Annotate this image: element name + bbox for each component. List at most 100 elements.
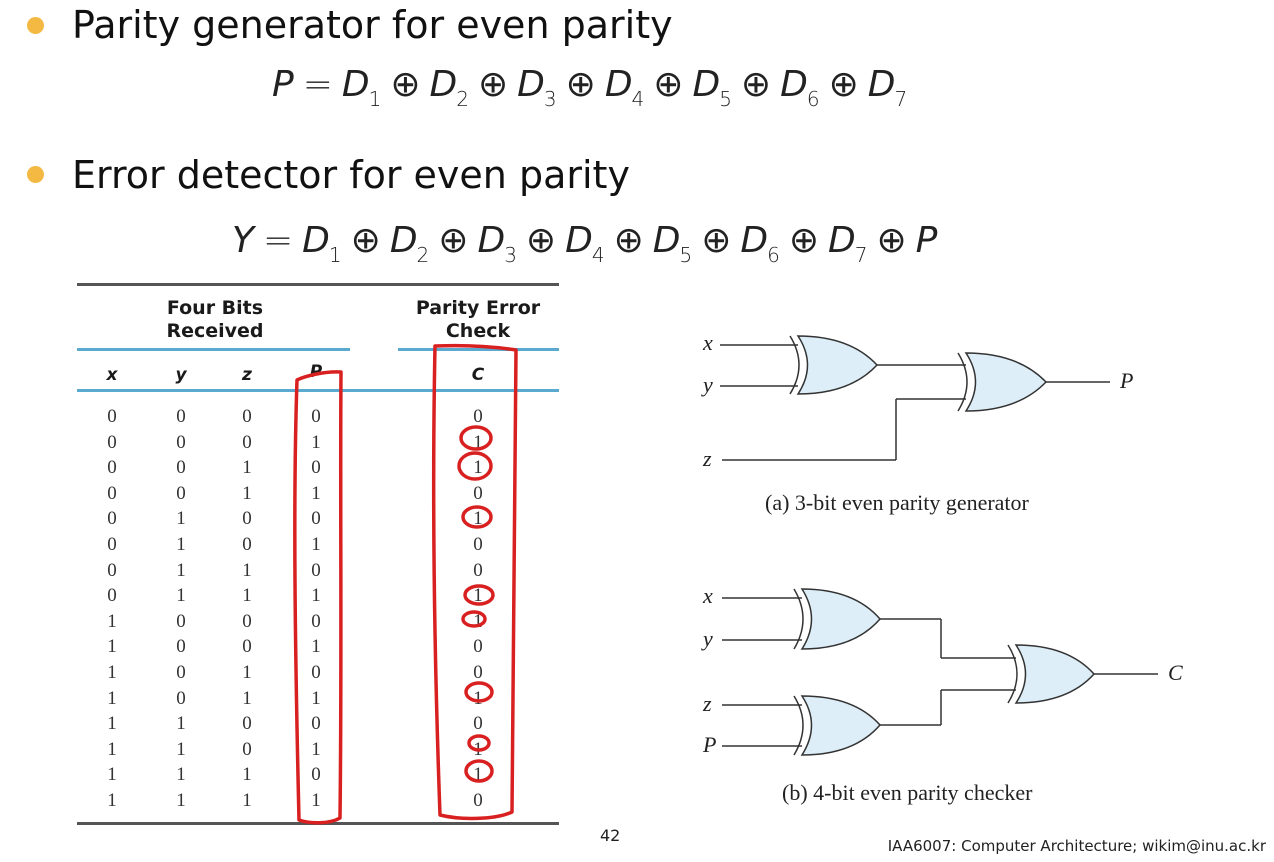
xor-operator: ⊕: [828, 64, 860, 105]
table-cell-y: 0: [176, 662, 186, 683]
diagram-b-caption: (b) 4-bit even parity checker: [782, 780, 1033, 805]
table-cell-z: 1: [242, 457, 252, 479]
equation-variable: D: [780, 64, 809, 105]
diagram-a-input-y: y: [703, 372, 713, 397]
equation-equals: =: [263, 220, 295, 261]
xor-operator: ⊕: [350, 220, 382, 261]
table-cell-x: 0: [107, 457, 117, 479]
xor-gate-b2: [800, 695, 882, 756]
xor-operator: ⊕: [613, 220, 645, 261]
equation-equals: =: [302, 64, 334, 105]
table-cell-x: 1: [107, 764, 117, 786]
diagram-a-input-z: z: [703, 446, 712, 471]
xor-operator: ⊕: [478, 64, 510, 105]
equation-variable: D: [867, 64, 897, 105]
xor-operator: ⊕: [653, 64, 685, 105]
equation-subscript: 5: [719, 87, 733, 111]
table-cell-x: 1: [107, 687, 117, 709]
table-cell-y: 1: [176, 534, 186, 555]
column-header-z: z: [242, 365, 252, 385]
table-cell-z: 0: [242, 406, 252, 427]
table-cell-x: 0: [107, 431, 117, 453]
table-cell-y: 1: [176, 508, 186, 530]
diagram-a-input-x: x: [703, 330, 713, 355]
table-cell-y: 1: [176, 585, 186, 607]
equation-subscript: 3: [543, 87, 558, 111]
table-cell-z: 0: [242, 610, 252, 632]
equation-variable: D: [429, 64, 459, 105]
xor-operator: ⊕: [438, 220, 470, 261]
group-header-received-line: Received: [166, 320, 264, 342]
bullet-dot-2: [27, 166, 44, 183]
xor-operator: ⊕: [565, 64, 597, 105]
table-cell-y: 1: [176, 559, 186, 581]
table-cell-y: 0: [176, 610, 186, 632]
equation-variable: D: [389, 220, 419, 261]
xor-operator: ⊕: [390, 64, 422, 105]
xor-gate-a1: [796, 335, 879, 395]
table-cell-y: 0: [176, 636, 186, 658]
xor-gate-a2: [964, 352, 1048, 412]
equation-variable: D: [517, 64, 546, 105]
xor-gate-b1: [800, 588, 881, 650]
table-cell-y: 1: [176, 738, 186, 760]
heading-error-detector: Error detector for even parity: [72, 153, 630, 197]
diagram-b-input-z: z: [703, 691, 712, 716]
equation-variable: D: [302, 220, 331, 261]
diagram-b-input-x: x: [703, 583, 713, 608]
xor-gate-b3: [1014, 644, 1096, 704]
equation-subscript: 6: [806, 87, 821, 111]
table-cell-z: 0: [242, 636, 252, 658]
table-cell-z: 0: [242, 508, 252, 530]
equation-subscript: 7: [894, 87, 909, 111]
group-header-received: Four Bits Received: [130, 297, 300, 343]
equation-variable: D: [565, 220, 594, 261]
table-cell-y: 0: [176, 482, 186, 504]
table-cell-y: 1: [176, 790, 186, 811]
column-header-x: x: [106, 365, 118, 385]
table-cell-y: 1: [176, 764, 186, 786]
table-cell-x: 0: [107, 559, 117, 581]
group-header-check-line: Check: [445, 320, 511, 342]
equation-variable: D: [652, 220, 682, 261]
equation-variable: D: [604, 64, 634, 105]
equation-variable: D: [740, 220, 770, 261]
xor-operator: ⊕: [525, 220, 558, 261]
xor-operator: ⊕: [876, 220, 908, 261]
equation-subscript: 1: [368, 87, 383, 111]
group-header-received-line: Four Bits: [166, 297, 264, 319]
xor-operator: ⊕: [740, 64, 773, 105]
equation-subscript: 2: [416, 243, 431, 267]
table-cell-x: 0: [107, 585, 117, 607]
table-cell-z: 1: [242, 790, 252, 811]
table-cell-y: 1: [176, 713, 186, 735]
group-header-check-line: Parity Error: [415, 297, 541, 319]
diagram-a-caption: (a) 3-bit even parity generator: [765, 490, 1029, 515]
table-cell-z: 1: [242, 764, 252, 786]
table-cell-z: 1: [242, 585, 252, 607]
equation-lhs: Y: [232, 220, 255, 261]
table-group-rule-left: [77, 348, 350, 351]
equation-parity-generator: P = D1 ⊕ D2 ⊕ D3 ⊕ D4 ⊕ D5 ⊕ D6 ⊕ D7: [272, 64, 908, 111]
equation-variable: D: [477, 220, 507, 261]
table-cell-z: 1: [242, 662, 252, 683]
xor-operator: ⊕: [788, 220, 821, 261]
table-cell-x: 0: [107, 406, 117, 427]
equation-lhs: P: [272, 64, 295, 105]
equation-subscript: 4: [631, 87, 646, 111]
xor-operator: ⊕: [701, 220, 733, 261]
table-top-rule: [77, 283, 559, 286]
equation-variable: D: [828, 220, 857, 261]
column-header-y: y: [175, 365, 187, 385]
equation-subscript: 4: [591, 243, 606, 267]
table-cell-x: 1: [107, 738, 117, 760]
equation-subscript: 1: [328, 243, 343, 267]
table-cell-z: 0: [242, 713, 252, 735]
table-cell-x: 0: [107, 508, 117, 530]
table-cell-x: 1: [107, 790, 117, 811]
equation-error-detector: Y = D1 ⊕ D2 ⊕ D3 ⊕ D4 ⊕ D5 ⊕ D6 ⊕ D7 ⊕ P: [232, 220, 938, 267]
